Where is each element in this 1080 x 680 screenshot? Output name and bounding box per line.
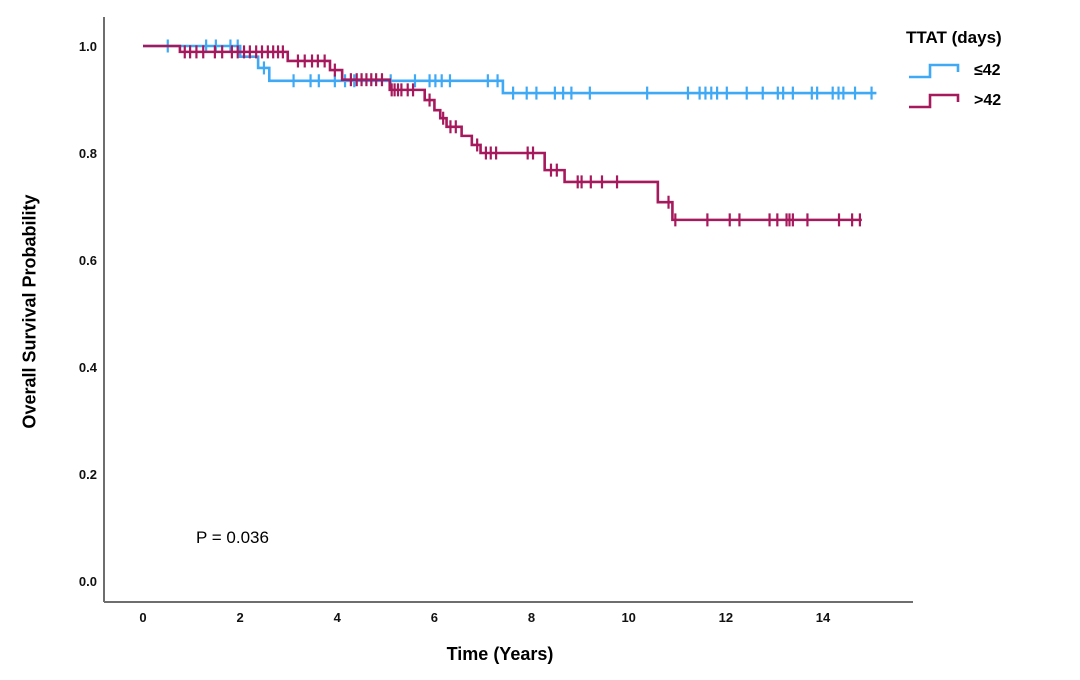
legend-item-gt42: >42 — [906, 86, 1076, 116]
x-tick-label: 0 — [139, 610, 147, 625]
x-tick-label: 14 — [815, 610, 831, 625]
x-axis-title: Time (Years) — [446, 644, 554, 664]
legend-item-le42: ≤42 — [906, 56, 1076, 86]
x-tick-label: 8 — [527, 610, 536, 625]
x-tick-label: 2 — [236, 610, 244, 625]
legend-label-gt42: >42 — [974, 92, 1002, 109]
survival-curve-gt42 — [143, 44, 862, 222]
axis-lines — [103, 17, 913, 603]
y-tick-label: 1.0 — [78, 39, 97, 54]
y-tick-label: 0.4 — [78, 360, 97, 375]
y-tick-label: 0.0 — [78, 574, 97, 589]
y-tick-label: 0.2 — [78, 467, 97, 482]
x-tick-label: 4 — [333, 610, 341, 625]
x-tick-label: 6 — [430, 610, 439, 625]
x-tick-label: 12 — [718, 610, 734, 625]
y-axis-title: Overall Survival Probability — [19, 194, 40, 429]
legend-title: TTAT (days) — [906, 28, 1002, 47]
y-tick-label: 0.8 — [78, 146, 97, 161]
legend-label-le42: ≤42 — [974, 62, 1001, 79]
p-value-annotation: P = 0.036 — [196, 528, 269, 547]
legend-step-swatch-gt42 — [909, 93, 960, 109]
y-tick-label: 0.6 — [78, 253, 97, 268]
legend-step-swatch-le42 — [909, 63, 960, 79]
x-tick-label: 10 — [621, 610, 636, 625]
legend: TTAT (days) ≤42 >42 — [906, 28, 1076, 116]
